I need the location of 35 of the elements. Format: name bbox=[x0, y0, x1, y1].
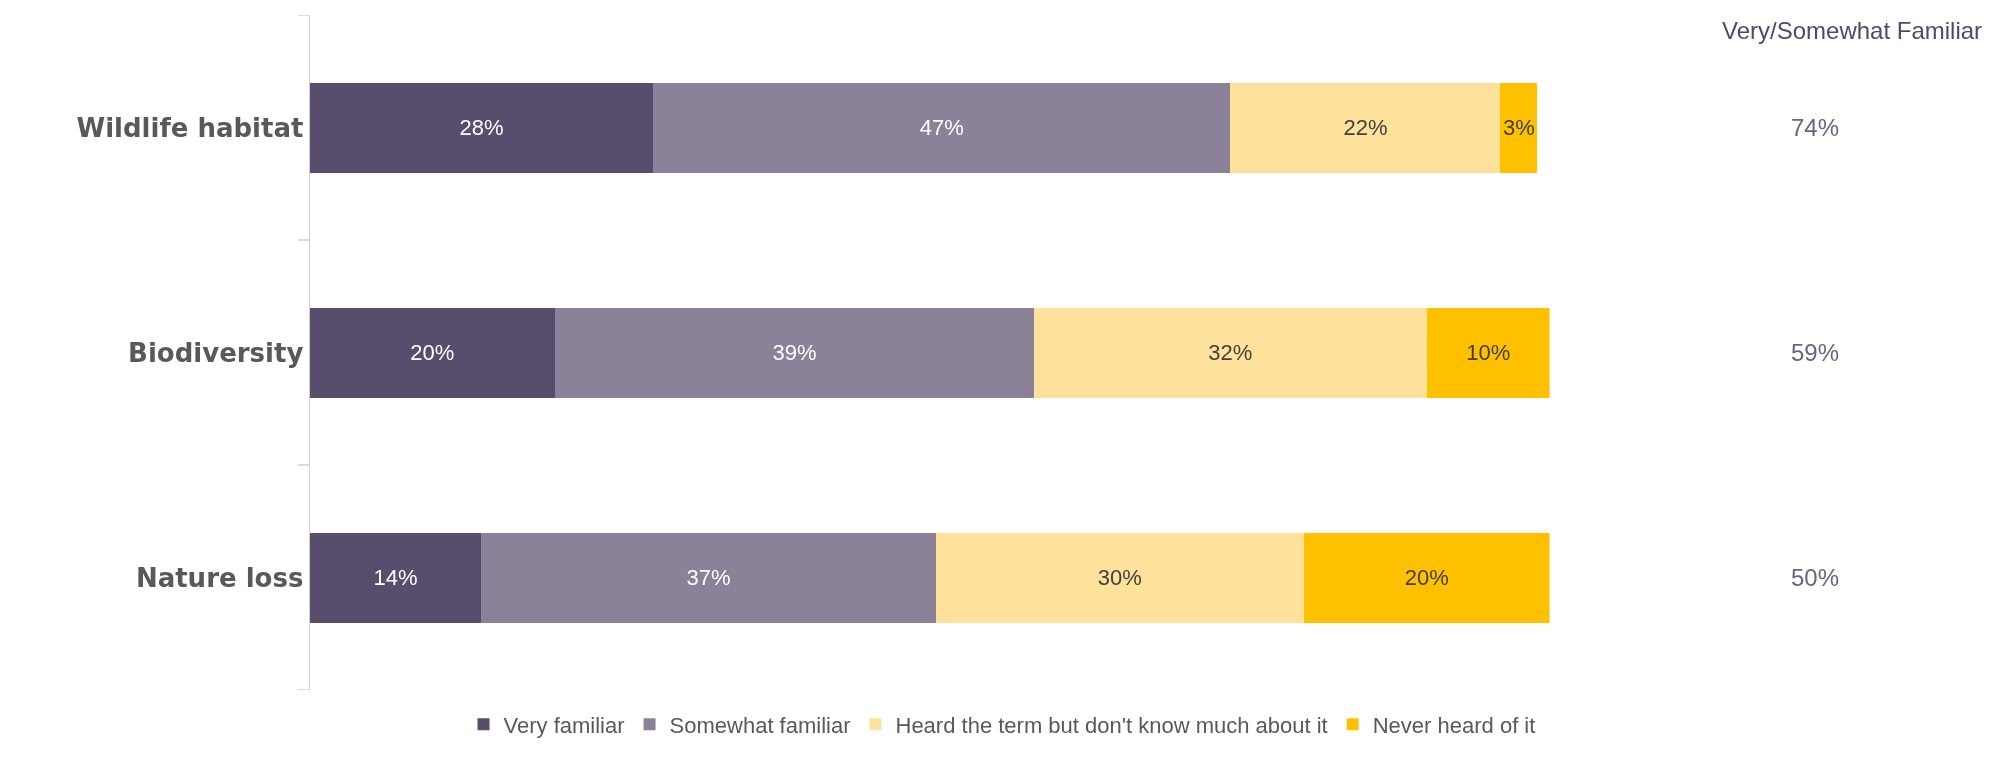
legend-label: Heard the term but don't know much about it bbox=[895, 712, 1328, 738]
y-tick-label: Biodiversity bbox=[128, 337, 304, 368]
data-label: 30% bbox=[1097, 565, 1142, 590]
bar bbox=[309, 307, 556, 398]
bar bbox=[935, 532, 1305, 623]
y-tick-label: Nature loss bbox=[135, 562, 304, 593]
legend-label: Never heard of it bbox=[1372, 712, 1536, 738]
text: 50% bbox=[1791, 564, 1840, 591]
text: Very/Somewhat Familiar bbox=[1722, 17, 1983, 44]
data-label: 22% bbox=[1343, 115, 1388, 140]
text: 74% bbox=[1791, 114, 1840, 141]
bar bbox=[555, 307, 1034, 398]
legend-label: Very familiar bbox=[503, 712, 625, 738]
data-label: 20% bbox=[410, 340, 455, 365]
data-label: 14% bbox=[373, 565, 418, 590]
y-tick-label: Wildlife habitat bbox=[76, 112, 304, 143]
data-label: 20% bbox=[1404, 565, 1449, 590]
bar bbox=[1033, 307, 1427, 398]
bar bbox=[1304, 532, 1550, 623]
data-label: 37% bbox=[686, 565, 731, 590]
bar bbox=[309, 532, 482, 623]
data-label: 32% bbox=[1208, 340, 1253, 365]
bar bbox=[481, 532, 936, 623]
data-label: 3% bbox=[1502, 115, 1535, 140]
bar bbox=[309, 82, 654, 173]
data-label: 28% bbox=[459, 115, 504, 140]
data-label: 39% bbox=[772, 340, 817, 365]
bar bbox=[653, 82, 1231, 173]
text: 59% bbox=[1791, 339, 1840, 366]
data-label: 47% bbox=[919, 115, 964, 140]
bar bbox=[1500, 82, 1538, 173]
bar bbox=[1230, 82, 1501, 173]
data-label: 10% bbox=[1466, 340, 1511, 365]
legend-label: Somewhat familiar bbox=[669, 712, 851, 738]
bar bbox=[1426, 307, 1550, 398]
